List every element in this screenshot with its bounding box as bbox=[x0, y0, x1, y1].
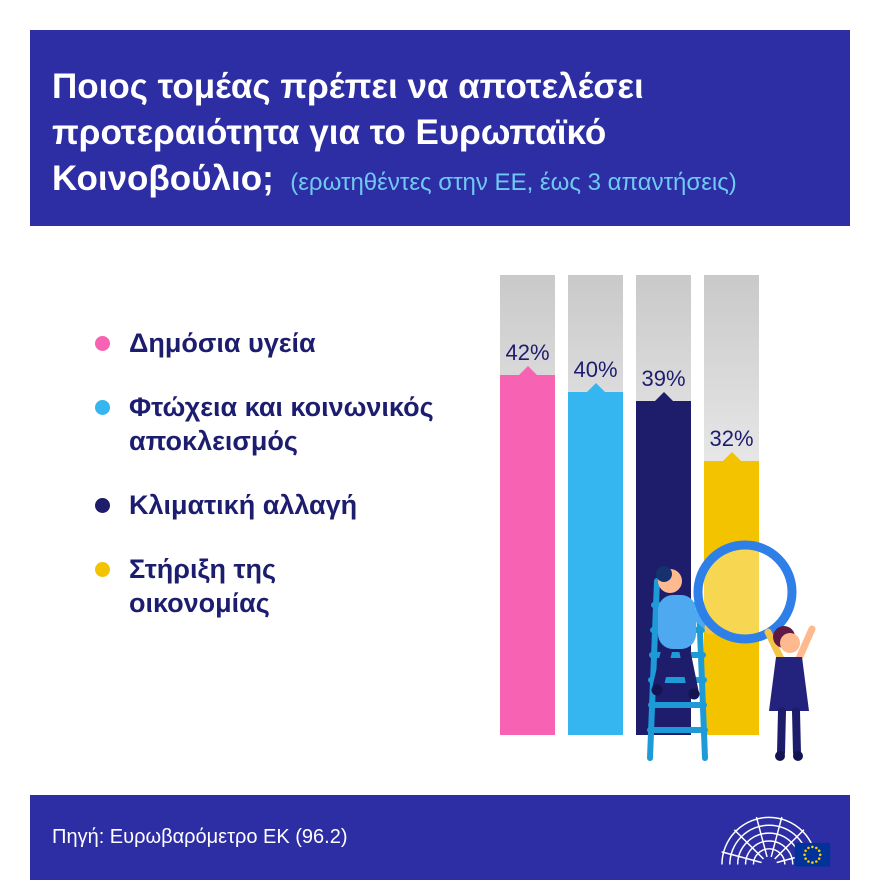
bar-value-label: 40% bbox=[573, 357, 618, 382]
legend-item-poverty: Φτώχεια και κοινωνικός αποκλεισμός bbox=[95, 390, 465, 458]
footer-band: Πηγή: Ευρωβαρόμετρο ΕΚ (96.2) bbox=[30, 795, 850, 880]
bar-fill-climate bbox=[636, 401, 691, 735]
legend-dot-pink-icon bbox=[95, 336, 110, 351]
bar-fill-poverty bbox=[568, 392, 623, 735]
bar-value-label: 32% bbox=[709, 426, 754, 451]
page-title-line-1: Ποιος τομέας πρέπει να αποτελέσει bbox=[52, 67, 644, 106]
header-band: Ποιος τομέας πρέπει να αποτελέσει προτερ… bbox=[30, 30, 850, 226]
legend-label: Φτώχεια και κοινωνικός αποκλεισμός bbox=[129, 392, 434, 456]
source-text: Πηγή: Ευρωβαρόμετρο ΕΚ (96.2) bbox=[52, 826, 348, 848]
eu-flag-icon bbox=[794, 842, 831, 867]
legend-label: Στήριξη της οικονομίας bbox=[129, 554, 277, 618]
european-parliament-logo bbox=[721, 816, 831, 867]
page-subtitle: (ερωτηθέντες στην ΕΕ, έως 3 απαντήσεις) bbox=[290, 169, 737, 196]
bar-column-poverty: 40% bbox=[568, 275, 623, 735]
legend: Δημόσια υγεία Φτώχεια και κοινωνικός απο… bbox=[95, 326, 465, 650]
legend-dot-navy-icon bbox=[95, 498, 110, 513]
page-title-line-2: προτεραιότητα για το Ευρωπαϊκό bbox=[52, 113, 607, 152]
legend-item-climate: Κλιματική αλλαγή bbox=[95, 488, 465, 522]
bar-column-climate: 39% bbox=[636, 275, 691, 735]
bar-column-public-health: 42% bbox=[500, 275, 555, 735]
legend-item-public-health: Δημόσια υγεία bbox=[95, 326, 465, 360]
legend-label: Δημόσια υγεία bbox=[129, 328, 316, 358]
page-title-line-3-wrap: Κοινοβούλιο; (ερωτηθέντες στην ΕΕ, έως 3… bbox=[52, 156, 830, 209]
bar-column-economy: 32% bbox=[704, 275, 759, 735]
bar-value-label: 39% bbox=[641, 366, 686, 391]
bar-fill-public-health bbox=[500, 375, 555, 735]
legend-dot-cyan-icon bbox=[95, 400, 110, 415]
bar-fill-economy bbox=[704, 461, 759, 735]
standing-person bbox=[764, 625, 816, 761]
bar-value-label: 42% bbox=[505, 340, 550, 365]
legend-item-economy: Στήριξη της οικονομίας bbox=[95, 552, 465, 620]
bar-chart: 42% 40% 39% 32% bbox=[500, 275, 759, 735]
page-title-line-3: Κοινοβούλιο; bbox=[52, 159, 274, 198]
legend-dot-yellow-icon bbox=[95, 562, 110, 577]
legend-label: Κλιματική αλλαγή bbox=[129, 490, 358, 520]
